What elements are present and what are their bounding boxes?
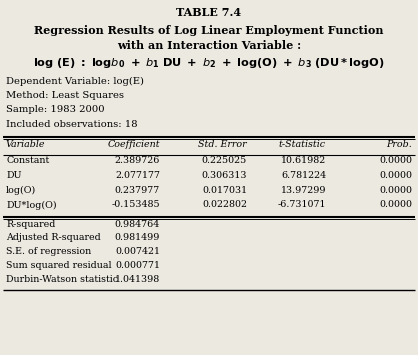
Text: Adjusted R-squared: Adjusted R-squared [6, 233, 101, 242]
Text: 2.389726: 2.389726 [115, 156, 160, 165]
Text: 0.0000: 0.0000 [379, 186, 412, 195]
Text: 6.781224: 6.781224 [281, 171, 326, 180]
Text: 0.0000: 0.0000 [379, 156, 412, 165]
Text: log(O): log(O) [6, 186, 36, 195]
Text: -6.731071: -6.731071 [278, 201, 326, 209]
Text: Coefficient: Coefficient [107, 140, 160, 149]
Text: Method: Least Squares: Method: Least Squares [6, 91, 124, 100]
Text: S.E. of regression: S.E. of regression [6, 247, 91, 256]
Text: Durbin-Watson statistic: Durbin-Watson statistic [6, 275, 118, 284]
Text: 0.981499: 0.981499 [115, 233, 160, 242]
Text: 1.041398: 1.041398 [115, 275, 160, 284]
Text: Constant: Constant [6, 156, 49, 165]
Text: DU*log(O): DU*log(O) [6, 201, 56, 209]
Text: 0.306313: 0.306313 [201, 171, 247, 180]
Text: 2.077177: 2.077177 [115, 171, 160, 180]
Text: 0.984764: 0.984764 [115, 220, 160, 229]
Text: TABLE 7.4: TABLE 7.4 [176, 7, 242, 18]
Text: 0.225025: 0.225025 [202, 156, 247, 165]
Text: DU: DU [6, 171, 21, 180]
Text: Included observations: 18: Included observations: 18 [6, 120, 138, 129]
Text: Dependent Variable: log(E): Dependent Variable: log(E) [6, 76, 144, 86]
Text: Prob.: Prob. [386, 140, 412, 149]
Text: 0.0000: 0.0000 [379, 171, 412, 180]
Text: Std. Error: Std. Error [199, 140, 247, 149]
Text: Sample: 1983 2000: Sample: 1983 2000 [6, 105, 104, 115]
Text: 0.007421: 0.007421 [115, 247, 160, 256]
Text: 13.97299: 13.97299 [280, 186, 326, 195]
Text: t-Statistic: t-Statistic [279, 140, 326, 149]
Text: 0.022802: 0.022802 [202, 201, 247, 209]
Text: $\mathbf{log\ (E)\ :\ log}$$\mathbf{\mathit{b}}_{\mathbf{0}}$$\mathbf{\ +\ \math: $\mathbf{log\ (E)\ :\ log}$$\mathbf{\mat… [33, 56, 385, 71]
Text: with an Interaction Variable :: with an Interaction Variable : [117, 40, 301, 51]
Text: 0.237977: 0.237977 [115, 186, 160, 195]
Text: 0.000771: 0.000771 [115, 261, 160, 270]
Text: -0.153485: -0.153485 [111, 201, 160, 209]
Text: 10.61982: 10.61982 [281, 156, 326, 165]
Text: 0.017031: 0.017031 [202, 186, 247, 195]
Text: 0.0000: 0.0000 [379, 201, 412, 209]
Text: Variable: Variable [6, 140, 46, 149]
Text: Sum squared residual: Sum squared residual [6, 261, 112, 270]
Text: Regression Results of Log Linear Employment Function: Regression Results of Log Linear Employm… [34, 24, 384, 36]
Text: R-squared: R-squared [6, 220, 55, 229]
